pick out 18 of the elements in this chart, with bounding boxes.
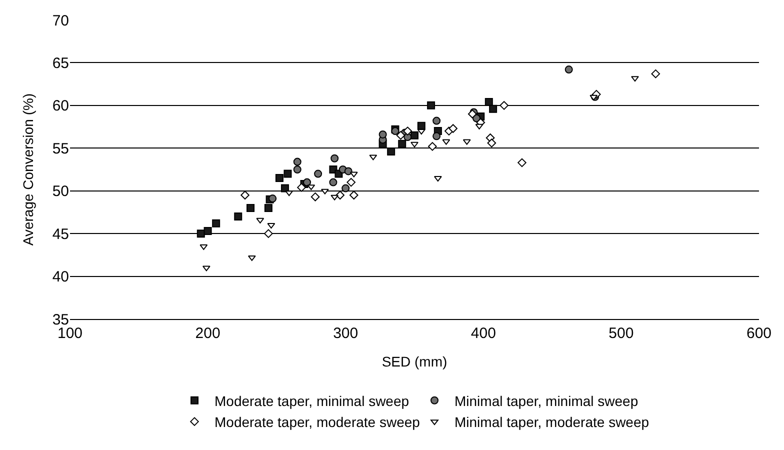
- y-axis-title: Average Conversion (%): [20, 93, 36, 246]
- y-tick-label: 55: [52, 140, 69, 158]
- x-tick-label: 300: [333, 325, 358, 342]
- legend-label: Minimal taper, minimal sweep: [454, 392, 638, 409]
- x-tick-label: 600: [746, 325, 772, 342]
- x-tick-label: 500: [608, 325, 634, 342]
- y-tick-label: 70: [52, 12, 69, 30]
- y-tick-label: 60: [52, 98, 69, 115]
- legend-label: Moderate taper, minimal sweep: [214, 392, 410, 409]
- legend-label: Moderate taper, moderate sweep: [214, 414, 420, 430]
- y-tick-label: 50: [52, 183, 69, 200]
- legend-label: Minimal taper, moderate sweep: [454, 414, 650, 430]
- x-axis-title: SED (mm): [382, 353, 448, 370]
- x-tick-label: 200: [195, 325, 220, 342]
- x-tick-label: 400: [470, 325, 496, 342]
- y-tick-label: 65: [52, 54, 69, 72]
- y-tick-label: 45: [52, 226, 69, 243]
- y-tick-label: 40: [52, 268, 69, 286]
